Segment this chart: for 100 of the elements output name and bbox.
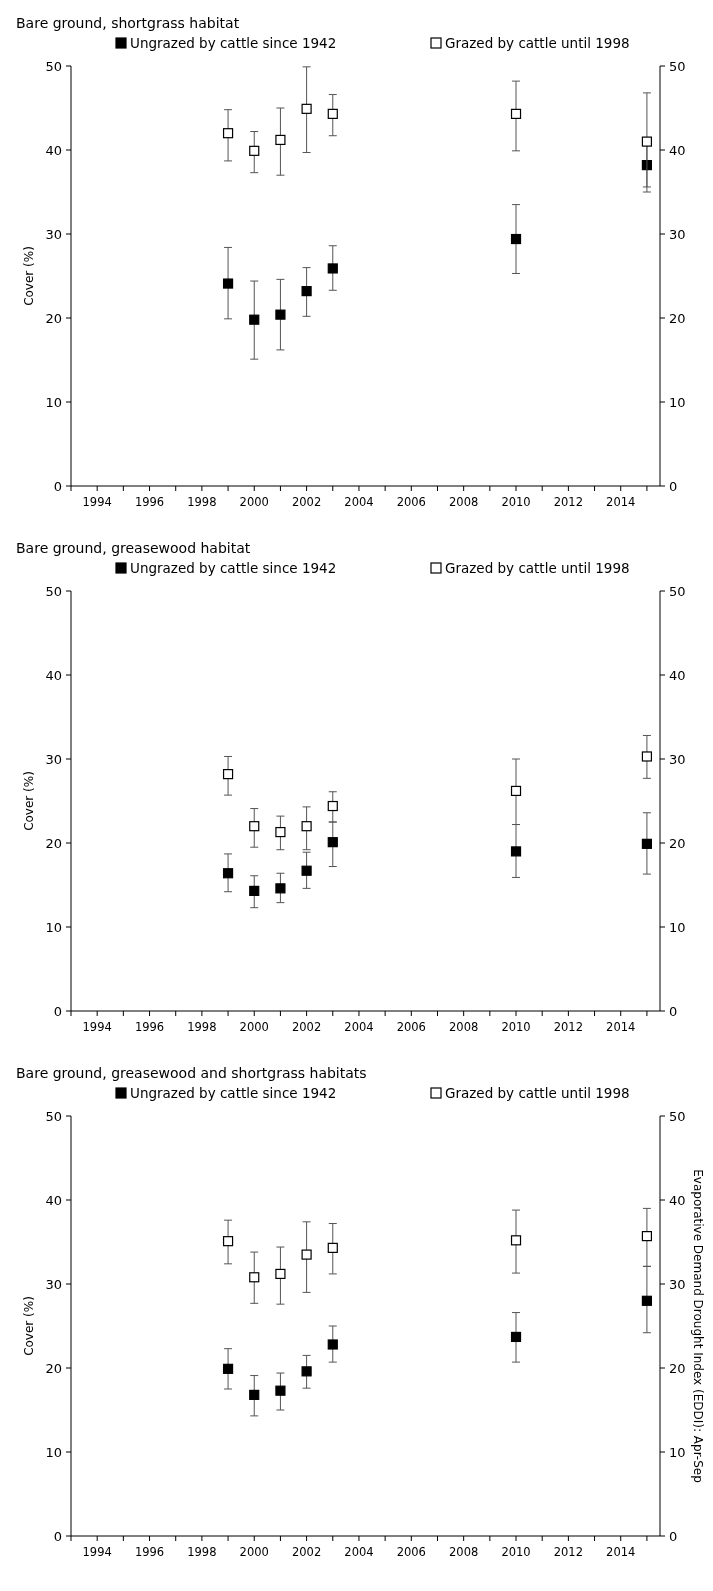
y-tick-label: 30 <box>45 227 62 242</box>
point <box>327 108 338 119</box>
point <box>510 785 522 797</box>
point <box>301 1366 312 1377</box>
legend-label: Ungrazed by cattle since 1942 <box>130 1085 337 1101</box>
y2-axis-title: Evaporative Demand Drought Index (EDDI): Apr-Sep <box>691 1169 705 1483</box>
point <box>510 233 522 245</box>
x-tick-label: 1994 <box>82 495 112 509</box>
y2-tick-label: 20 <box>669 1361 686 1376</box>
x-tick-label: 2006 <box>396 1020 426 1034</box>
x-tick-label: 2004 <box>344 1020 374 1034</box>
x-tick-label: 2014 <box>606 1545 636 1559</box>
x-tick-label: 2004 <box>344 1545 374 1559</box>
point <box>301 821 312 832</box>
point <box>275 134 286 146</box>
legend-label: Grazed by cattle until 1998 <box>445 560 630 576</box>
y-axis-title: Cover (%) <box>22 1296 36 1356</box>
chart-title: Bare ground, greasewood and shortgrass habitats <box>16 1065 367 1081</box>
point <box>327 837 338 848</box>
y-axis-title: Cover (%) <box>22 246 36 306</box>
x-tick-label: 1996 <box>134 1020 165 1034</box>
point <box>222 1236 234 1247</box>
x-tick-label: 2008 <box>449 1545 479 1559</box>
point <box>275 883 286 894</box>
point <box>249 1389 260 1400</box>
x-tick-label: 2000 <box>239 1545 269 1559</box>
point <box>641 838 653 849</box>
y2-tick-label: 40 <box>669 143 686 158</box>
point <box>222 769 234 780</box>
point <box>301 286 312 297</box>
x-tick-label: 2000 <box>239 1020 269 1034</box>
point <box>301 103 312 114</box>
x-tick-label: 2008 <box>449 1020 479 1034</box>
y-tick-label: 30 <box>45 752 62 767</box>
y2-tick-label: 10 <box>669 1445 686 1460</box>
point <box>327 1242 338 1253</box>
point <box>641 751 653 762</box>
point <box>301 1249 312 1260</box>
point <box>249 314 260 325</box>
point <box>327 1339 338 1350</box>
point <box>222 1363 234 1374</box>
x-tick-label: 1998 <box>187 1545 217 1559</box>
legend-label: Ungrazed by cattle since 1942 <box>130 35 337 51</box>
y2-tick-label: 10 <box>669 920 686 935</box>
point <box>249 1272 260 1283</box>
y-tick-label: 10 <box>45 1445 62 1460</box>
point <box>249 145 260 156</box>
y-tick-label: 40 <box>45 143 62 158</box>
point <box>275 1268 286 1280</box>
point <box>249 885 260 896</box>
y2-tick-label: 20 <box>669 311 686 326</box>
x-tick-label: 1998 <box>187 495 217 509</box>
y-tick-label: 0 <box>53 1529 62 1544</box>
y2-tick-label: 0 <box>669 479 678 494</box>
y2-tick-label: 30 <box>669 752 686 767</box>
point <box>641 136 653 147</box>
x-tick-label: 2002 <box>291 495 322 509</box>
point <box>222 868 234 879</box>
point <box>510 846 522 857</box>
x-tick-label: 2012 <box>553 1020 584 1034</box>
point <box>641 1231 653 1242</box>
x-tick-label: 2002 <box>291 1020 322 1034</box>
legend-label: Grazed by cattle until 1998 <box>445 1085 630 1101</box>
y2-tick-label: 50 <box>669 584 686 599</box>
x-tick-label: 1994 <box>82 1545 112 1559</box>
x-tick-label: 2004 <box>344 495 374 509</box>
x-tick-label: 2006 <box>396 1545 426 1559</box>
x-tick-label: 2010 <box>501 1020 531 1034</box>
x-tick-label: 2008 <box>449 495 479 509</box>
x-tick-label: 1998 <box>187 1020 217 1034</box>
y2-tick-label: 30 <box>669 1277 686 1292</box>
y-axis-title: Cover (%) <box>22 771 36 831</box>
point <box>510 1331 522 1343</box>
y2-tick-label: 40 <box>669 668 686 683</box>
y2-tick-label: 50 <box>669 59 686 74</box>
y2-tick-label: 0 <box>669 1529 678 1544</box>
x-tick-label: 2012 <box>553 1545 584 1559</box>
chart-title: Bare ground, greasewood habitat <box>16 540 251 556</box>
x-tick-label: 2010 <box>501 495 531 509</box>
legend-label: Ungrazed by cattle since 1942 <box>130 560 337 576</box>
y-tick-label: 50 <box>45 1109 62 1124</box>
y2-tick-label: 50 <box>669 1109 686 1124</box>
x-tick-label: 2014 <box>606 1020 636 1034</box>
y-tick-label: 10 <box>45 395 62 410</box>
x-tick-label: 2006 <box>396 495 426 509</box>
y-tick-label: 30 <box>45 1277 62 1292</box>
y-tick-label: 40 <box>45 1193 62 1208</box>
x-tick-label: 2002 <box>291 1545 322 1559</box>
point <box>641 1295 653 1306</box>
y-tick-label: 40 <box>45 668 62 683</box>
y2-tick-label: 10 <box>669 395 686 410</box>
point <box>275 309 286 320</box>
point <box>327 800 338 812</box>
y-tick-label: 50 <box>45 59 62 74</box>
point <box>275 1385 286 1396</box>
y-tick-label: 0 <box>53 1004 62 1019</box>
y-tick-label: 20 <box>45 836 62 851</box>
legend-label: Grazed by cattle until 1998 <box>445 35 630 51</box>
point <box>301 865 312 876</box>
x-tick-label: 2012 <box>553 495 584 509</box>
